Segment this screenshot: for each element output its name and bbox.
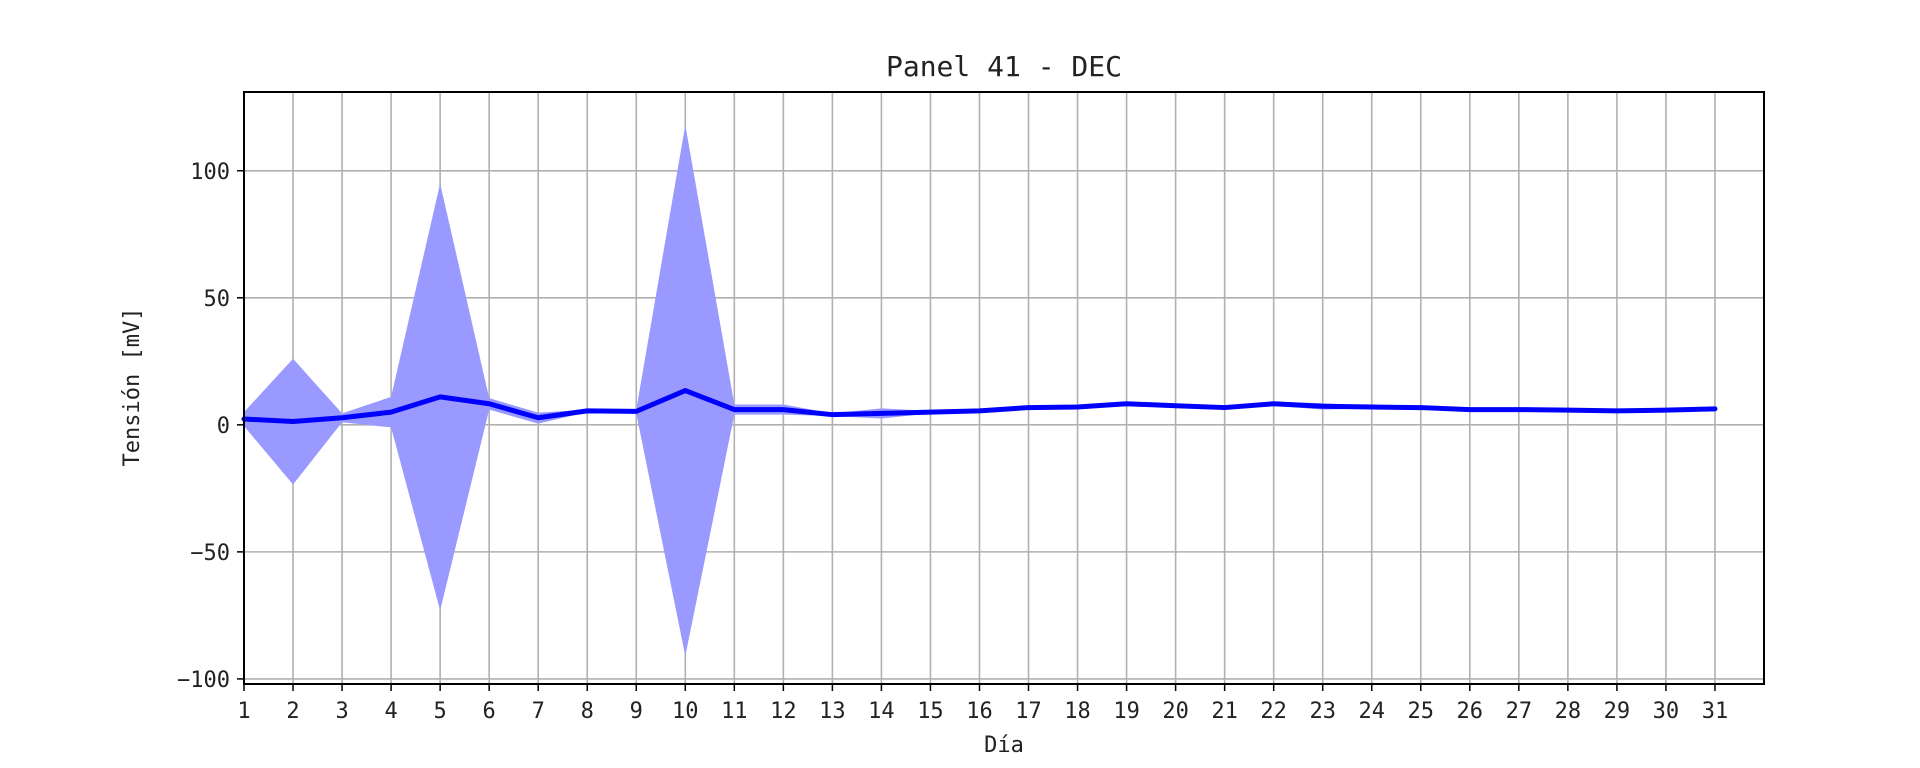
x-tick-label: 3 bbox=[335, 699, 348, 724]
y-tick-label: −50 bbox=[190, 541, 230, 566]
x-tick-label: 7 bbox=[532, 699, 545, 724]
x-tick-label: 5 bbox=[434, 699, 447, 724]
plot-frame bbox=[243, 91, 1765, 685]
x-tick-label: 21 bbox=[1211, 699, 1238, 724]
x-tick-label: 31 bbox=[1702, 699, 1729, 724]
line-layer bbox=[241, 388, 1718, 425]
x-tick-label: 1 bbox=[237, 699, 250, 724]
x-tick-label: 26 bbox=[1457, 699, 1484, 724]
x-tick-label: 17 bbox=[1015, 699, 1042, 724]
x-tick-label: 18 bbox=[1064, 699, 1091, 724]
x-tick-label: 19 bbox=[1113, 699, 1140, 724]
x-axis-label: Día bbox=[984, 733, 1024, 758]
x-tick-label: 14 bbox=[868, 699, 895, 724]
x-tick-label: 30 bbox=[1653, 699, 1680, 724]
x-tick-label: 13 bbox=[819, 699, 846, 724]
grid bbox=[243, 92, 1764, 684]
y-tick-label: 50 bbox=[204, 287, 231, 312]
x-tick-label: 29 bbox=[1604, 699, 1631, 724]
x-tick-label: 9 bbox=[630, 699, 643, 724]
x-tick-label: 8 bbox=[581, 699, 594, 724]
series-line bbox=[241, 388, 1718, 425]
x-tick-label: 12 bbox=[770, 699, 797, 724]
x-tick-label: 2 bbox=[286, 699, 299, 724]
y-ticks: 100 50 0 −50 −100 bbox=[177, 160, 244, 693]
x-tick-label: 4 bbox=[384, 699, 397, 724]
x-tick-label: 11 bbox=[721, 699, 748, 724]
x-ticks: 1 2 3 4 5 6 7 8 9 10 11 12 13 14 15 16 17 18 19 20 21 22 23 24 2… bbox=[237, 684, 1728, 724]
x-tick-label: 6 bbox=[483, 699, 496, 724]
x-tick-label: 28 bbox=[1555, 699, 1582, 724]
x-tick-label: 22 bbox=[1260, 699, 1287, 724]
y-tick-label: −100 bbox=[177, 668, 230, 693]
x-tick-label: 24 bbox=[1358, 699, 1385, 724]
x-tick-label: 16 bbox=[966, 699, 993, 724]
y-tick-label: 100 bbox=[190, 160, 230, 185]
x-tick-label: 25 bbox=[1408, 699, 1435, 724]
x-tick-label: 27 bbox=[1506, 699, 1533, 724]
y-axis-label: Tensión [mV] bbox=[120, 308, 145, 467]
x-tick-label: 15 bbox=[917, 699, 944, 724]
x-tick-label: 20 bbox=[1162, 699, 1189, 724]
y-tick-label: 0 bbox=[217, 414, 230, 439]
x-tick-label: 10 bbox=[672, 699, 699, 724]
x-tick-label: 23 bbox=[1309, 699, 1336, 724]
chart-title: Panel 41 - DEC bbox=[886, 50, 1122, 83]
